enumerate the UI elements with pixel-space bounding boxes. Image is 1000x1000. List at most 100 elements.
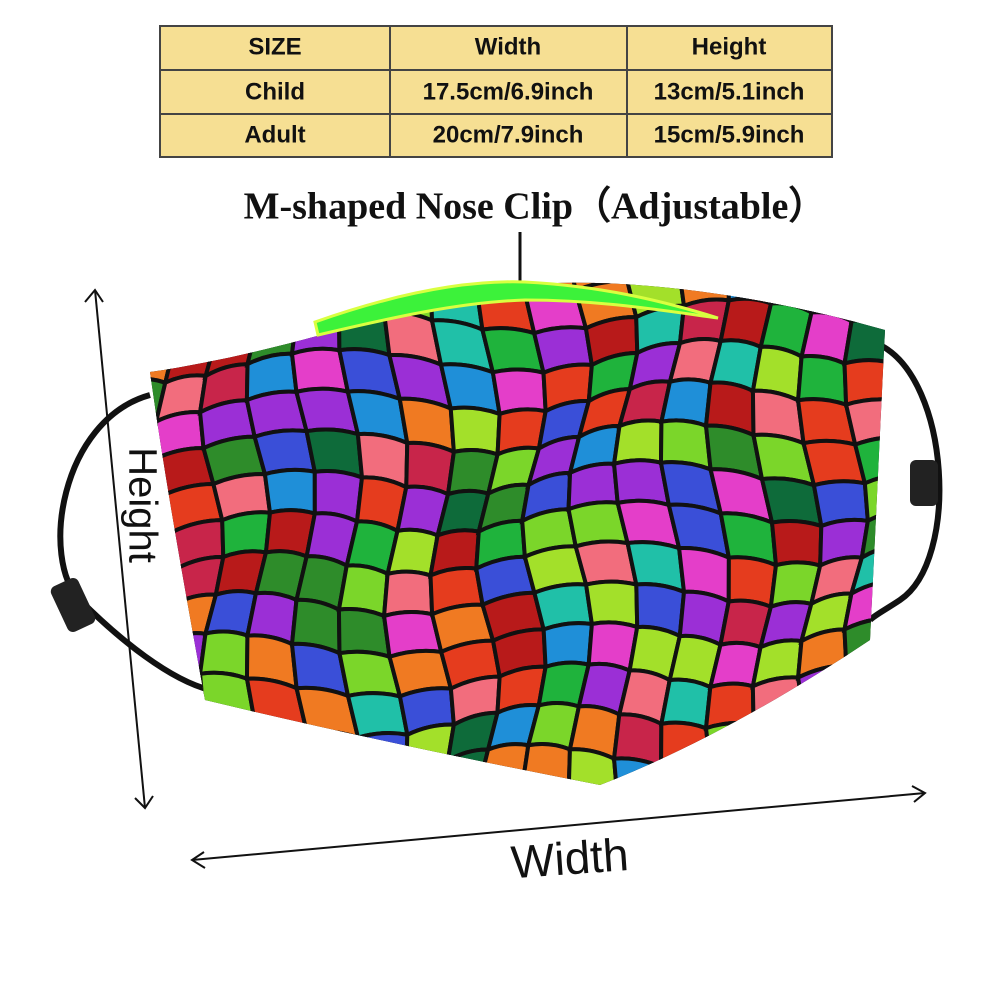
mask-tile <box>769 519 824 569</box>
mask-tile <box>911 735 959 785</box>
mask-tile <box>541 621 595 670</box>
mask-tile <box>897 653 958 698</box>
mask-tile <box>388 227 438 276</box>
mask-tile <box>150 565 181 620</box>
mask-tile <box>159 751 225 785</box>
header-cell: SIZE <box>248 33 301 60</box>
mask-tile <box>583 579 640 630</box>
mask-tile <box>862 732 885 781</box>
height-label: Height <box>120 447 164 563</box>
mask-tile <box>381 569 435 619</box>
nose-clip <box>313 280 719 337</box>
loop-adjuster <box>50 577 96 633</box>
mask-tile <box>312 771 365 785</box>
mask-tile <box>213 290 269 343</box>
mask-tile <box>611 756 672 785</box>
mask-tile <box>893 279 943 324</box>
mask-tile <box>820 224 868 278</box>
mask-tile <box>263 282 318 297</box>
mask-tile <box>519 741 572 785</box>
mask-tile <box>354 769 409 785</box>
mask-tile <box>795 354 849 408</box>
mask-tile <box>211 755 273 785</box>
mask-tile <box>150 713 165 764</box>
table-cell: 15cm/5.9inch <box>654 121 805 148</box>
mask-tile <box>907 694 959 741</box>
mask-tile <box>150 282 181 305</box>
mask-tile <box>658 762 724 785</box>
mask-fabric <box>150 223 959 859</box>
height-arrow <box>84 288 154 810</box>
mask-tile <box>842 317 885 367</box>
mask-tile <box>721 797 776 844</box>
size-table: SIZE Width Height Child 17.5cm/6.9inch 1… <box>159 25 833 158</box>
mask-tile <box>750 675 807 728</box>
mask-tile <box>751 711 817 765</box>
header-cell: Height <box>692 33 767 60</box>
mask-tile <box>801 699 868 753</box>
mask-tile <box>336 606 392 660</box>
mask-tile <box>703 720 765 771</box>
table-cell: 13cm/5.1inch <box>654 78 805 105</box>
loop-adjuster <box>910 460 938 506</box>
mask-tile <box>902 239 953 283</box>
mask-tile <box>169 282 226 304</box>
mask-tile <box>902 777 953 829</box>
mask-tile <box>304 729 365 781</box>
table-cell: 20cm/7.9inch <box>433 121 584 148</box>
mask-tile <box>345 691 410 741</box>
mask-tile <box>726 282 779 307</box>
mask-tile <box>172 296 226 346</box>
mask-tile <box>708 758 775 785</box>
mask-tile <box>404 722 457 776</box>
mask-tile <box>474 781 528 785</box>
header-cell: Width <box>475 33 541 60</box>
mask-tile <box>201 712 268 770</box>
mask-tile <box>852 435 885 487</box>
mask-tile <box>811 737 870 785</box>
mask-tile <box>669 223 729 269</box>
mask-tile <box>222 801 270 855</box>
mask-tile <box>303 282 360 285</box>
mask-tile <box>859 282 885 286</box>
mask-tile <box>843 654 885 705</box>
mask-tile <box>306 814 356 859</box>
mask-tile <box>659 720 714 771</box>
mask-tile <box>434 747 491 785</box>
mask-tile <box>220 282 273 304</box>
table-cell: Child <box>245 78 305 105</box>
mask-tile <box>347 228 398 271</box>
mask-tile <box>770 783 824 785</box>
mask-tile <box>262 467 317 517</box>
mask-tile <box>252 720 318 779</box>
ear-loop <box>867 342 943 623</box>
mask-tile <box>293 282 350 321</box>
table-cell: Adult <box>244 121 305 148</box>
mask-tile <box>795 663 858 717</box>
mask-tile <box>152 710 217 761</box>
mask-tile <box>252 282 310 333</box>
mask-tile <box>566 747 621 785</box>
mask-tile <box>842 616 885 669</box>
mask-tile <box>448 405 502 458</box>
mask-tile <box>862 471 885 525</box>
mask-tile <box>355 730 410 781</box>
width-label: Width <box>509 828 630 888</box>
mask-tile <box>262 764 317 785</box>
mask-tile <box>611 418 664 467</box>
mask-tile <box>848 282 885 327</box>
mask-tile <box>475 742 531 785</box>
table-cell: 17.5cm/6.9inch <box>423 78 594 105</box>
mask-tile <box>890 613 948 656</box>
table-bg <box>159 25 833 158</box>
mask-tile <box>347 808 398 855</box>
mask-tile <box>172 795 223 845</box>
mask-tile <box>759 747 824 785</box>
mask-tile <box>428 282 481 290</box>
width-arrow <box>190 785 927 869</box>
mask-tile <box>490 367 548 417</box>
mask-tile <box>853 692 885 742</box>
mask-tile <box>430 787 478 833</box>
